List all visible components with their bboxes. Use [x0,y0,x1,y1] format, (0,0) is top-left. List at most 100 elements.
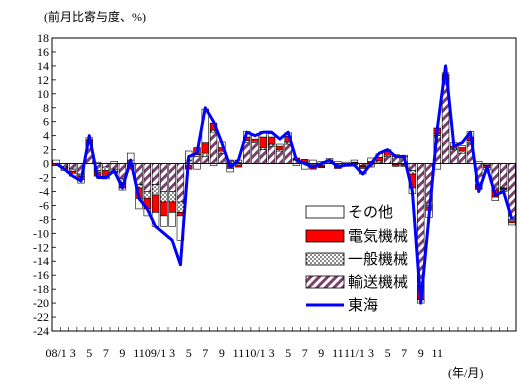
bar-segment-4-15 [168,163,176,192]
x-tick-label: 11 [332,346,344,360]
y-tick-label: 14 [37,59,49,73]
y-tick-label: -20 [33,296,49,310]
bar-segment-1-54 [491,196,499,201]
y-tick-label: -10 [33,226,49,240]
bar-segment-4-3 [69,163,77,170]
y-tick-label: 16 [37,45,49,59]
bar-segment-4-26 [259,149,267,164]
bar-segment-1-18 [193,163,201,170]
bar-segment-1-37 [350,159,359,163]
bar-segment-4-49 [450,149,458,164]
bar-segment-1-50 [458,145,466,148]
x-tick-label: 08/1 [45,346,66,360]
x-tick-label: 11 [233,346,245,360]
bar-segment-4-20 [209,131,218,164]
bar-segment-4-7 [102,163,110,168]
bar-segment-4-50 [458,152,466,164]
bar-segment-3-7 [102,166,110,171]
x-tick-label: 3 [70,346,76,360]
line-tokai [55,64,514,305]
x-tick-label: 7 [103,346,109,360]
x-tick-label: 3 [269,346,275,360]
bar-segment-1-56 [508,222,516,226]
x-axis-ticks: 08/1 3 5 7 9 11 09/1 3 5 7 9 11 10/1 3 5 7 9 11 11/1 3 5 7 9 11 [45,327,517,360]
legend-swatch-1 [305,205,345,219]
bar-segment-4-14 [160,163,168,192]
x-tick-label: 7 [401,346,407,360]
legend-label-2: 電気機械 [348,228,408,245]
legend-swatch-2 [305,229,345,243]
bar-segment-2-27 [267,136,276,145]
x-tick-label: 9 [318,346,324,360]
bar-segment-4-21 [218,152,226,164]
x-tick-label: 7 [202,346,208,360]
bar-segment-1-1 [52,159,60,164]
bar-segment-4-18 [193,156,201,164]
bar-segment-2-25 [251,138,259,142]
bar-segment-4-24 [243,142,251,164]
x-tick-label: 9 [418,346,424,360]
x-tick-label: 11/1 [344,346,365,360]
bar-segment-1-32 [309,159,317,164]
bar-segment-2-19 [201,142,209,154]
bar-segment-4-29 [284,143,292,164]
bar-segment-2-23 [234,164,243,168]
y-tick-label: -12 [33,240,49,254]
bar-segment-1-15 [168,212,176,227]
y-tick-label: 8 [43,101,49,115]
legend-label-line: 東海 [348,297,378,314]
y-tick-label: 18 [37,31,49,45]
bar-segment-2-31 [301,159,309,162]
y-tick-label: 12 [37,73,49,87]
bar-segment-4-44 [408,163,417,171]
x-tick-label: 11 [432,346,444,360]
y-tick-label: -16 [33,268,49,282]
y-tick-label: -2 [39,171,49,185]
x-tick-label: 3 [169,346,175,360]
y-tick-label: 6 [43,115,49,129]
bar-segment-3-14 [160,191,168,203]
legend-swatch-4 [305,275,345,289]
bar-segment-3-13 [151,184,160,196]
bar-segment-4-55 [499,163,508,189]
bar-segment-4-12 [143,163,151,192]
line-group [55,64,514,305]
bar-segment-2-15 [168,201,176,213]
x-axis-unit-label: (年/月) [448,366,483,380]
bar-segment-4-25 [251,142,259,164]
x-tick-label: 5 [186,346,192,360]
bar-segment-2-28 [276,145,284,150]
y-tick-label: 4 [43,129,49,143]
bar-segment-3-16 [176,201,185,213]
x-tick-label: 5 [285,346,291,360]
bar-segment-2-38 [359,166,367,169]
bar-segment-3-44 [408,170,417,175]
y-tick-label: -24 [33,324,49,338]
x-tick-label: 3 [368,346,374,360]
bar-segment-3-27 [267,143,276,147]
bar-segment-4-27 [267,145,276,164]
legend-label-1: その他 [348,204,393,221]
y-tick-label: 2 [43,143,49,157]
y-tick-label: -18 [33,282,49,296]
bar-segment-3-3 [69,168,77,172]
y-tick-label: -14 [33,254,49,268]
x-tick-label: 09/1 [145,346,166,360]
bar-segment-1-28 [276,143,284,147]
bar-segment-2-14 [160,201,168,217]
bar-segment-2-50 [458,147,466,152]
bar-segment-3-50 [458,150,466,154]
x-tick-label: 5 [86,346,92,360]
bar-segment-2-13 [151,194,160,213]
x-tick-label: 10/1 [244,346,265,360]
y-tick-label: 10 [37,87,49,101]
y-axis-unit-label: (前月比寄与度、%) [44,9,146,24]
bar-segment-2-56 [508,220,516,224]
bar-segment-4-28 [276,150,284,164]
y-tick-label: 0 [43,157,49,171]
y-axis-ticks: 181614121086420-2-4-6-8-10-12-14-16-18-2… [33,31,56,338]
bar-segment-3-15 [168,191,176,203]
y-tick-label: -4 [39,184,49,198]
